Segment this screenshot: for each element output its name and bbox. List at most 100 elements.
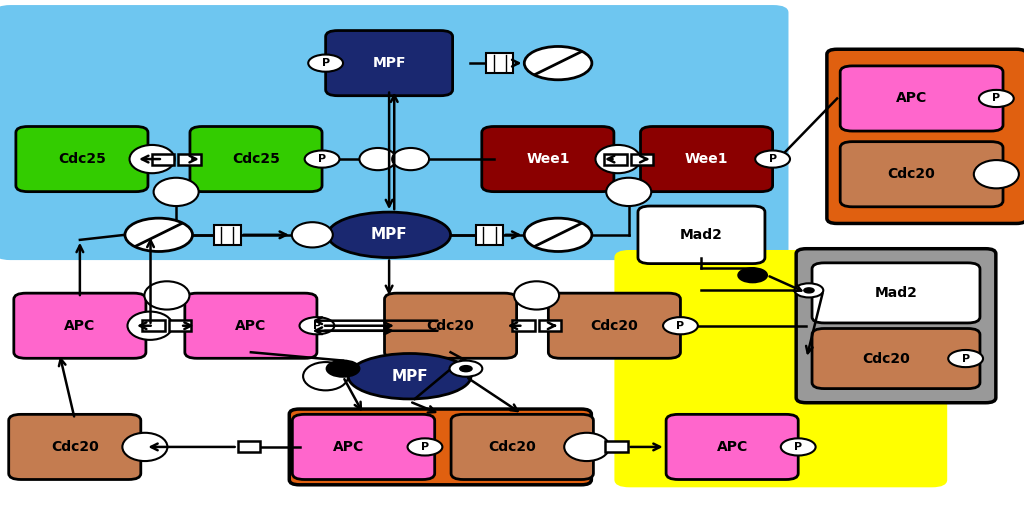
Bar [399,154,422,165]
Bar [214,225,241,245]
Text: MPF: MPF [371,227,408,242]
Text: Cdc20: Cdc20 [488,440,536,454]
FancyBboxPatch shape [614,250,947,487]
FancyBboxPatch shape [840,141,1004,207]
Ellipse shape [144,281,189,310]
Text: P: P [769,154,776,164]
Ellipse shape [596,145,641,173]
Text: P: P [962,354,970,364]
Ellipse shape [514,281,559,310]
Ellipse shape [128,312,172,340]
Ellipse shape [359,148,396,170]
FancyBboxPatch shape [482,126,614,191]
Circle shape [780,438,815,456]
FancyBboxPatch shape [184,293,317,359]
Text: Cdc20: Cdc20 [427,319,474,333]
Ellipse shape [606,178,651,206]
Circle shape [804,288,814,293]
Ellipse shape [564,433,609,461]
FancyBboxPatch shape [666,414,799,480]
Text: P: P [322,58,330,68]
FancyBboxPatch shape [812,328,980,389]
Text: Cdc20: Cdc20 [862,351,909,366]
Bar [486,53,513,73]
Bar [367,154,389,165]
Bar [238,441,260,452]
Circle shape [408,438,442,456]
Text: Cdc20: Cdc20 [51,440,98,454]
FancyBboxPatch shape [641,126,772,191]
Circle shape [308,55,343,72]
Circle shape [450,361,482,377]
FancyBboxPatch shape [289,409,592,485]
Text: Wee1: Wee1 [685,152,728,166]
Circle shape [948,350,983,367]
Circle shape [524,218,592,251]
Text: Cdc25: Cdc25 [58,152,105,166]
Circle shape [979,90,1014,107]
Ellipse shape [974,160,1019,188]
FancyBboxPatch shape [638,206,765,264]
FancyBboxPatch shape [8,414,141,480]
Bar [512,320,535,331]
Bar [152,154,174,165]
FancyBboxPatch shape [385,293,516,359]
Bar [476,225,503,245]
Text: APC: APC [236,319,266,333]
Circle shape [795,283,823,297]
Ellipse shape [123,433,168,461]
Text: P: P [421,442,429,452]
Bar [178,154,201,165]
Text: P: P [992,93,1000,104]
FancyBboxPatch shape [326,30,453,96]
FancyBboxPatch shape [549,293,680,359]
Text: Cdc20: Cdc20 [888,167,935,181]
Circle shape [738,268,767,282]
Circle shape [125,218,193,251]
Text: Mad2: Mad2 [680,228,723,242]
Text: P: P [795,442,802,452]
FancyBboxPatch shape [293,414,434,480]
Ellipse shape [292,222,333,247]
FancyBboxPatch shape [827,49,1024,223]
Text: P: P [677,321,684,331]
Circle shape [460,366,472,372]
Bar [539,320,561,331]
FancyBboxPatch shape [16,126,148,191]
Circle shape [299,317,334,334]
Text: Wee1: Wee1 [526,152,569,166]
Ellipse shape [392,148,429,170]
Text: MPF: MPF [373,56,406,70]
Text: Cdc25: Cdc25 [232,152,280,166]
Text: P: P [318,154,326,164]
Bar [604,154,627,165]
Bar [142,320,165,331]
Circle shape [755,150,791,168]
Text: MPF: MPF [391,369,428,384]
Text: APC: APC [717,440,748,454]
Text: APC: APC [896,91,927,106]
Text: Mad2: Mad2 [874,286,918,300]
FancyBboxPatch shape [190,126,322,191]
FancyBboxPatch shape [812,263,980,323]
FancyBboxPatch shape [840,66,1004,131]
Bar [631,154,653,165]
FancyBboxPatch shape [797,249,995,403]
FancyBboxPatch shape [0,5,788,260]
Bar [169,320,191,331]
Circle shape [524,46,592,80]
Text: APC: APC [65,319,95,333]
Circle shape [327,361,359,377]
Bar [605,441,628,452]
Ellipse shape [130,145,174,173]
FancyBboxPatch shape [451,414,594,480]
Ellipse shape [303,362,348,390]
Ellipse shape [328,212,451,258]
Text: P: P [313,321,321,331]
Text: Cdc20: Cdc20 [591,319,638,333]
Ellipse shape [154,178,199,206]
Ellipse shape [348,354,471,399]
Text: APC: APC [333,440,364,454]
Circle shape [664,317,698,334]
Circle shape [305,150,340,168]
